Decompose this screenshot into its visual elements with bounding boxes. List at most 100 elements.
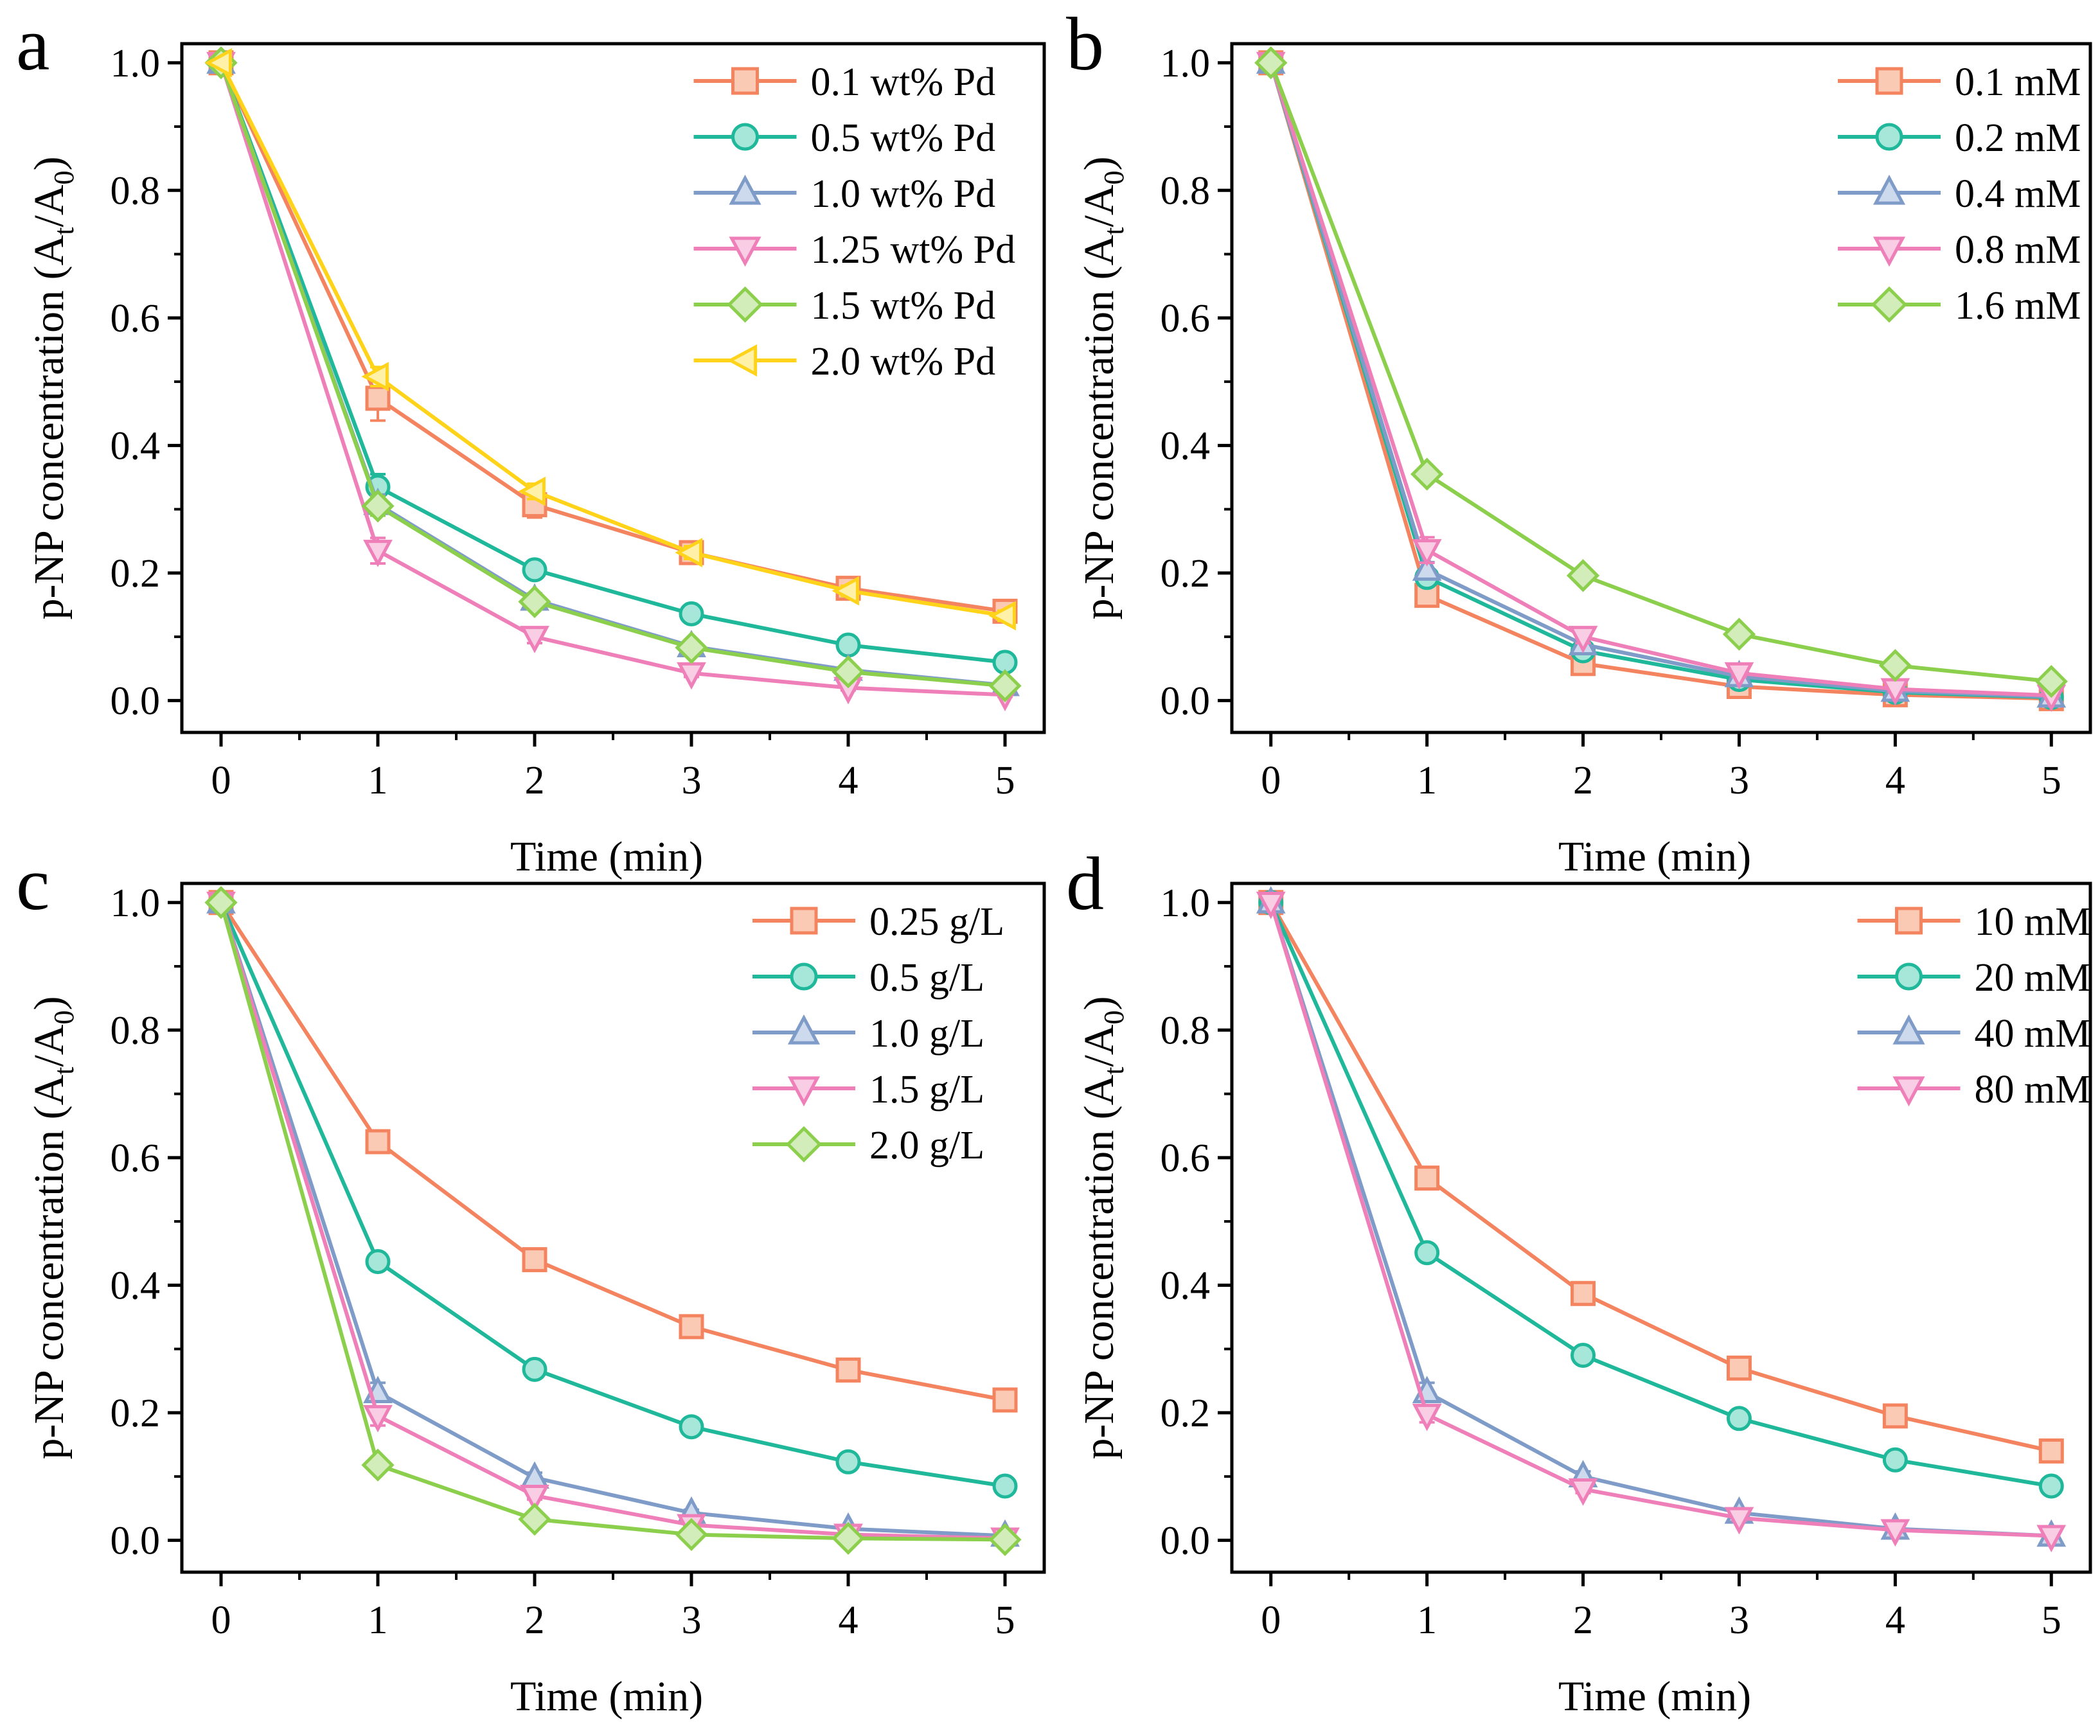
data-point [675,1518,708,1552]
x-axis-label: Time (min) [510,1673,703,1720]
legend-label: 0.8 mM [1955,228,2081,272]
data-point [1724,1507,1754,1535]
y-label-end: ) [1076,996,1123,1011]
legend-marker [727,286,763,323]
y-tick-label: 0.2 [1161,1392,1211,1435]
legend-label: 0.1 wt% Pd [811,60,996,104]
y-tick-label: 0.8 [1161,1009,1211,1052]
legend-label: 2.0 wt% Pd [811,340,996,384]
data-point [832,1521,865,1555]
data-point [363,540,393,567]
legend-marker [1895,962,1923,991]
data-point [992,1473,1018,1499]
x-axis-label: Time (min) [1558,1673,1751,1720]
chart-panel-c: c 0 1 2 3 4 5 0.0 0.2 0.4 0.6 0.8 1.0 Time (min) p-NP … [16,842,1046,1720]
series-2.0 wt% Pd [204,48,1016,631]
data-point [832,576,859,606]
y-label-mid: /A [26,184,73,227]
data-point [1568,1478,1598,1506]
legend-label: 1.5 g/L [869,1068,984,1112]
y-label-mid: /A [26,1024,73,1067]
x-tick-label: 1 [1417,1599,1437,1642]
legend-label: 40 mM [1975,1012,2091,1056]
y-tick-label: 0.2 [111,1392,161,1435]
legend-marker [785,1126,823,1163]
series-line [1268,901,2052,1538]
y-label-mid: /A [1076,184,1123,227]
x-tick-label: 4 [839,1599,859,1642]
y-label-sub-0: 0 [1098,1011,1130,1025]
y-tick-label: 0.8 [1161,169,1211,213]
data-point [1256,891,1286,919]
x-axis-label: Time (min) [1558,833,1751,880]
x-tick-label: 0 [1261,759,1281,802]
chart-panel-b: b 0 1 2 3 4 5 0.0 0.2 0.4 0.6 0.8 1.0 Time (min) p-NP … [1066,2,2092,880]
plot-frame [1230,881,2092,1574]
legend-marker [1873,174,1906,205]
series-line [219,901,1006,1488]
data-point [361,1448,395,1482]
y-label-sub-0: 0 [48,1011,80,1025]
data-point [832,655,865,689]
series-2.0 g/L [204,886,1022,1557]
x-tick-label: 5 [995,1599,1015,1642]
series-line [219,62,1006,618]
chart-panel-a: a 0 1 2 3 4 5 0.0 0.2 0.4 0.6 0.8 1.0 Time (min) p-NP … [16,2,1046,880]
data-point [204,48,232,78]
data-point [835,1357,861,1383]
y-label-main: p-NP concentration (A [1076,1074,1123,1459]
y-tick-label: 1.0 [111,881,161,925]
legend-label: 2.0 g/L [869,1124,984,1167]
y-tick-label: 0.4 [111,424,161,468]
data-point [522,557,547,583]
x-tick-label: 0 [211,759,231,802]
data-point [518,476,546,506]
panel-label: d [1066,842,1104,926]
y-tick-label: 0.4 [1161,424,1211,468]
x-tick-label: 3 [682,1599,702,1642]
series-line [219,901,1006,1541]
y-tick-label: 0.8 [111,1009,161,1052]
x-axis-label: Time (min) [510,833,703,880]
y-tick-label: 0.0 [1161,1519,1211,1563]
y-tick-label: 0.2 [111,552,161,596]
y-tick-label: 1.0 [111,42,161,85]
legend-label: 1.0 g/L [869,1012,984,1056]
data-point [1414,1165,1440,1191]
series-80 mM [1256,891,2067,1553]
data-point [835,632,861,658]
x-tick-label: 2 [525,759,545,802]
y-label-sub-t: t [1098,227,1130,235]
series-line [219,901,1006,1538]
y-tick-label: 0.6 [1161,1137,1211,1180]
legend-label: 1.0 wt% Pd [811,172,996,216]
legend-marker [790,962,818,991]
legend-marker [790,907,818,935]
x-tick-label: 5 [2042,759,2061,802]
data-point [1882,1447,1908,1473]
data-point [1571,1280,1596,1306]
series-line [1268,62,2052,699]
series-line [219,901,1006,1402]
y-label-sub-t: t [1098,1067,1130,1075]
y-label-main: p-NP concentration (A [26,235,73,619]
data-point [679,601,704,626]
y-label-sub-0: 0 [48,171,80,185]
data-point [679,1314,704,1340]
panel-label: b [1066,2,1104,86]
legend-label: 0.25 g/L [869,900,1004,944]
legend-marker [731,123,759,151]
series-line [1268,62,2052,684]
y-label-end: ) [26,996,73,1011]
x-tick-label: 3 [1729,1599,1749,1642]
series-line [219,62,1006,664]
data-point [2034,664,2068,698]
data-point [988,601,1016,631]
legend-marker [1895,907,1923,935]
data-point [1566,559,1600,592]
y-axis-label: p-NP concentration (At/A0) [26,996,80,1460]
legend: 0.1 wt% Pd 0.5 wt% Pd 1.0 wt% Pd 1.25 wt% P… [693,60,1015,384]
data-point [1571,1343,1596,1368]
legend-label: 0.2 mM [1955,116,2081,160]
panel-label: c [16,842,49,926]
